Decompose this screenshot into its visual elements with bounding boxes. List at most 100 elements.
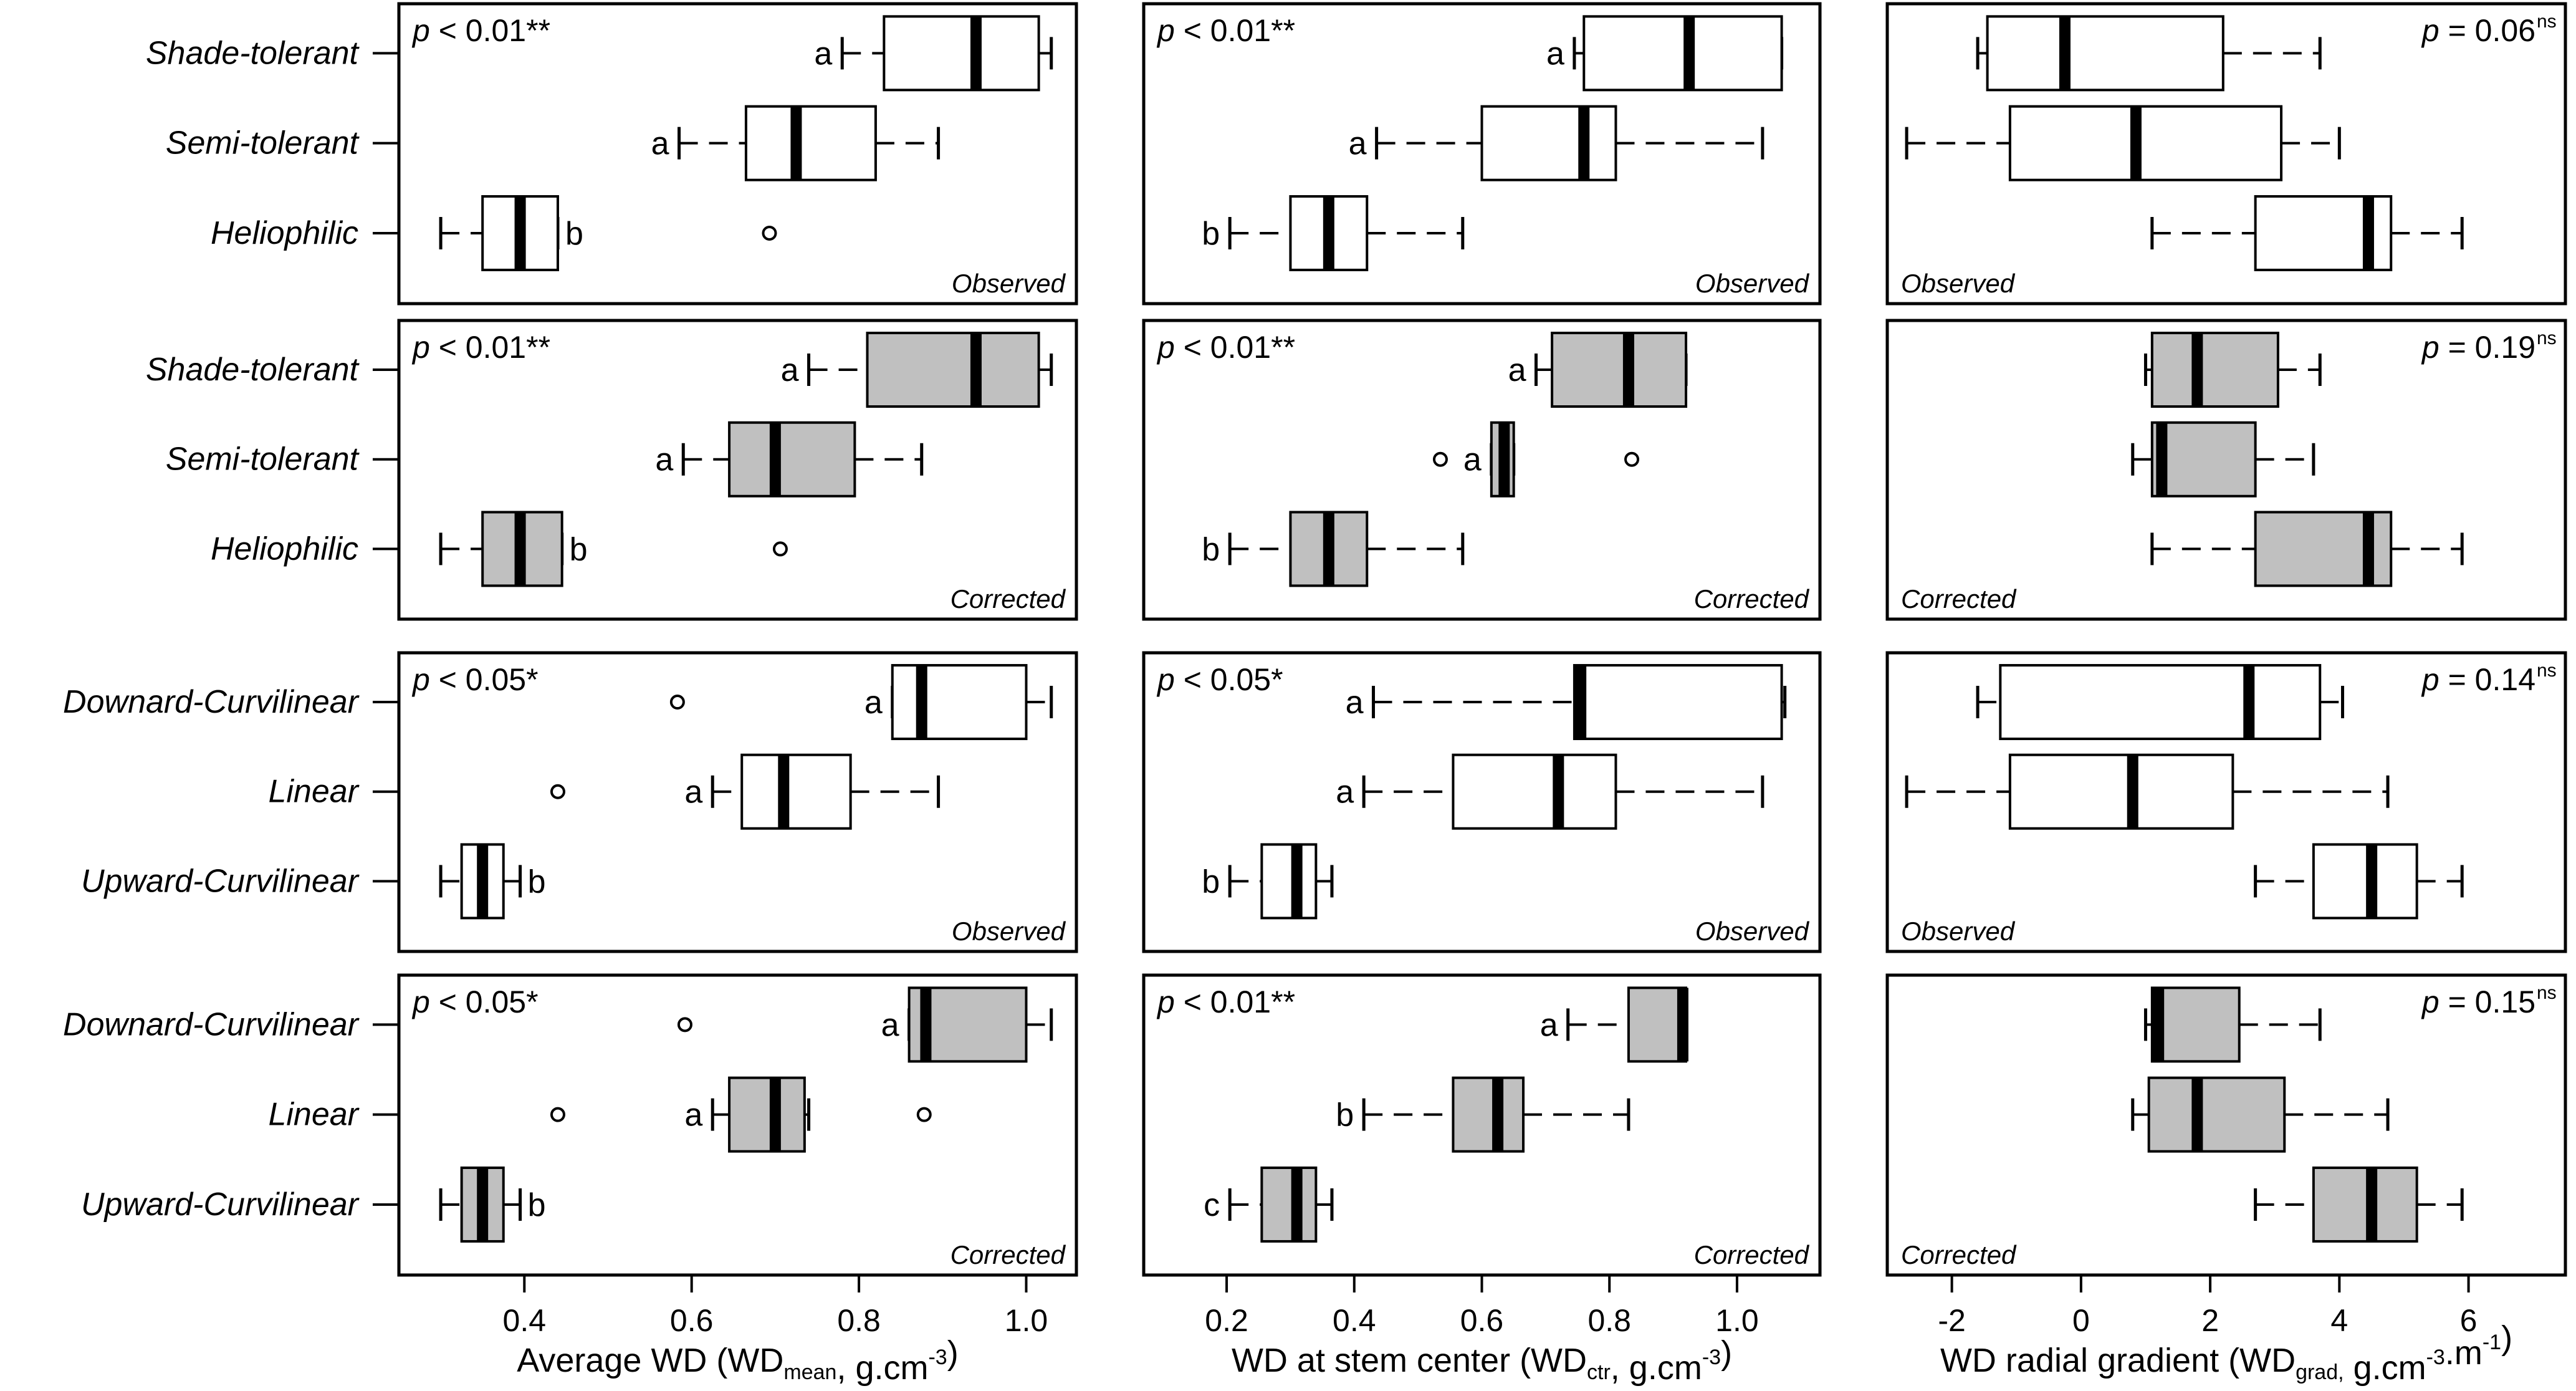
x-tick-label: 6 <box>2460 1303 2478 1338</box>
group-letter: a <box>1540 1007 1558 1043</box>
x-axis-label-part: grad, <box>2296 1360 2344 1384</box>
box-2 <box>2254 843 2464 920</box>
category-label: Linear <box>268 774 360 810</box>
group-letter: a <box>781 352 799 388</box>
p-value-sup: ns <box>2537 983 2557 1003</box>
box-iqr <box>2312 843 2418 920</box>
box-iqr <box>2150 986 2241 1063</box>
mode-label: Corrected <box>950 584 1066 614</box>
group-letter: a <box>684 774 702 811</box>
x-axis-label: WD radial gradient (WDgrad, g.cm-3.m-1) <box>1940 1319 2512 1387</box>
mode-label: Observed <box>952 269 1066 298</box>
box-0: a <box>814 15 1053 92</box>
p-value-label: p = 0.14 <box>2421 662 2535 697</box>
box-1: a <box>1349 105 1764 181</box>
x-axis-label-part: -3 <box>2426 1345 2445 1369</box>
panel-frame <box>1885 973 2567 1277</box>
x-axis-label: Average WD (WDmean, g.cm-3) <box>517 1334 958 1387</box>
chart-row-0: Shade-tolerant Semi-tolerant Heliophilic p … <box>146 2 2567 306</box>
panel-r1-c0: p < 0.01** Corrected a a b <box>397 319 1078 621</box>
mode-label: Corrected <box>1901 1240 2017 1269</box>
box-1: a <box>655 421 924 498</box>
x-tick-label: 0.6 <box>670 1303 714 1338</box>
box-iqr <box>866 332 1040 408</box>
box-2: b <box>439 1166 546 1243</box>
panel-frame <box>397 319 1078 621</box>
x-axis-label-part: , g.cm <box>836 1349 928 1387</box>
box-0: a <box>677 986 1053 1063</box>
mode-label: Observed <box>1901 917 2016 946</box>
mode-label: Corrected <box>1694 584 1810 614</box>
box-0 <box>1976 664 2345 741</box>
panel-r1-c2: p = 0.19 ns Corrected <box>1885 319 2567 621</box>
p-value-label: p < 0.05* <box>411 984 539 1019</box>
outlier-point <box>677 1017 692 1032</box>
mode-label: Observed <box>1695 269 1810 298</box>
box-2: b <box>1202 511 1465 587</box>
p-value-label: p < 0.01** <box>1156 984 1295 1019</box>
box-0 <box>1976 15 2322 92</box>
box-iqr <box>2150 332 2279 408</box>
box-0: a <box>1540 986 1688 1063</box>
box-iqr <box>2147 1076 2286 1153</box>
group-letter: a <box>1463 442 1482 478</box>
x-axis-label-part: ctr <box>1587 1360 1611 1384</box>
x-axis-label-part: -3 <box>928 1345 947 1369</box>
box-iqr <box>1986 15 2224 92</box>
p-value-label: p < 0.05* <box>1156 662 1283 697</box>
category-label: Upward-Curvilinear <box>81 863 360 899</box>
box-2: c <box>1204 1166 1334 1243</box>
box-2: b <box>439 843 546 920</box>
box-iqr <box>2008 753 2234 830</box>
category-label: Semi-tolerant <box>166 441 360 478</box>
p-value-label: p < 0.05* <box>411 662 539 697</box>
x-axis-label-part: -3 <box>1702 1345 1721 1369</box>
box-iqr <box>1999 664 2322 741</box>
x-tick-label: 4 <box>2330 1303 2348 1338</box>
group-letter: c <box>1204 1187 1220 1223</box>
box-iqr <box>1551 332 1688 408</box>
outlier-point <box>1432 451 1448 467</box>
x-axis-label-part: ) <box>2501 1319 2512 1357</box>
box-iqr <box>1260 1166 1318 1243</box>
panel-frame <box>397 973 1078 1277</box>
box-0: a <box>1508 332 1688 408</box>
chart-row-2: Downard-Curvilinear Linear Upward-Curvilin… <box>63 651 2567 953</box>
group-letter: a <box>651 126 669 162</box>
outlier-point <box>916 1107 932 1122</box>
x-axis-label-part: g.cm <box>2344 1349 2426 1387</box>
group-letter: a <box>1508 352 1526 388</box>
group-letter: b <box>528 1187 546 1223</box>
p-value-label: p = 0.06 <box>2421 13 2535 48</box>
x-tick-label: 0.4 <box>1333 1303 1376 1338</box>
x-tick-label: 0 <box>2072 1303 2090 1338</box>
box-1: a <box>550 1076 932 1153</box>
box-2: b <box>1202 843 1334 920</box>
p-value-label: p = 0.19 <box>2421 330 2535 365</box>
category-label: Downard-Curvilinear <box>63 1006 360 1042</box>
group-letter: b <box>528 864 546 900</box>
panel-r3-c0: p < 0.05* Corrected a a b 0.4 0.6 0.8 1.0 Average… <box>397 973 1078 1387</box>
mode-label: Observed <box>952 917 1066 946</box>
chart-row-1: Shade-tolerant Semi-tolerant Heliophilic p … <box>146 319 2567 621</box>
p-value-label: p < 0.01** <box>411 330 550 365</box>
outlier-point <box>772 541 788 557</box>
box-2: b <box>439 195 777 271</box>
category-label: Heliophilic <box>211 531 358 567</box>
outlier-point <box>550 1107 565 1122</box>
panel-frame <box>1142 2 1822 306</box>
box-iqr <box>1480 105 1617 181</box>
box-iqr <box>1452 1076 1525 1153</box>
group-letter: a <box>684 1097 702 1133</box>
p-value-label: p = 0.15 <box>2421 984 2535 1019</box>
x-axis-label-part: WD at stem center (WD <box>1232 1342 1587 1379</box>
x-tick-label: 1.0 <box>1005 1303 1048 1338</box>
group-letter: a <box>864 685 883 721</box>
p-value-label: p < 0.01** <box>411 13 550 48</box>
panel-frame <box>1885 2 2567 306</box>
x-tick-label: 2 <box>2201 1303 2219 1338</box>
box-0: a <box>1346 664 1787 741</box>
box-iqr <box>728 1076 806 1153</box>
outlier-point <box>762 225 777 241</box>
